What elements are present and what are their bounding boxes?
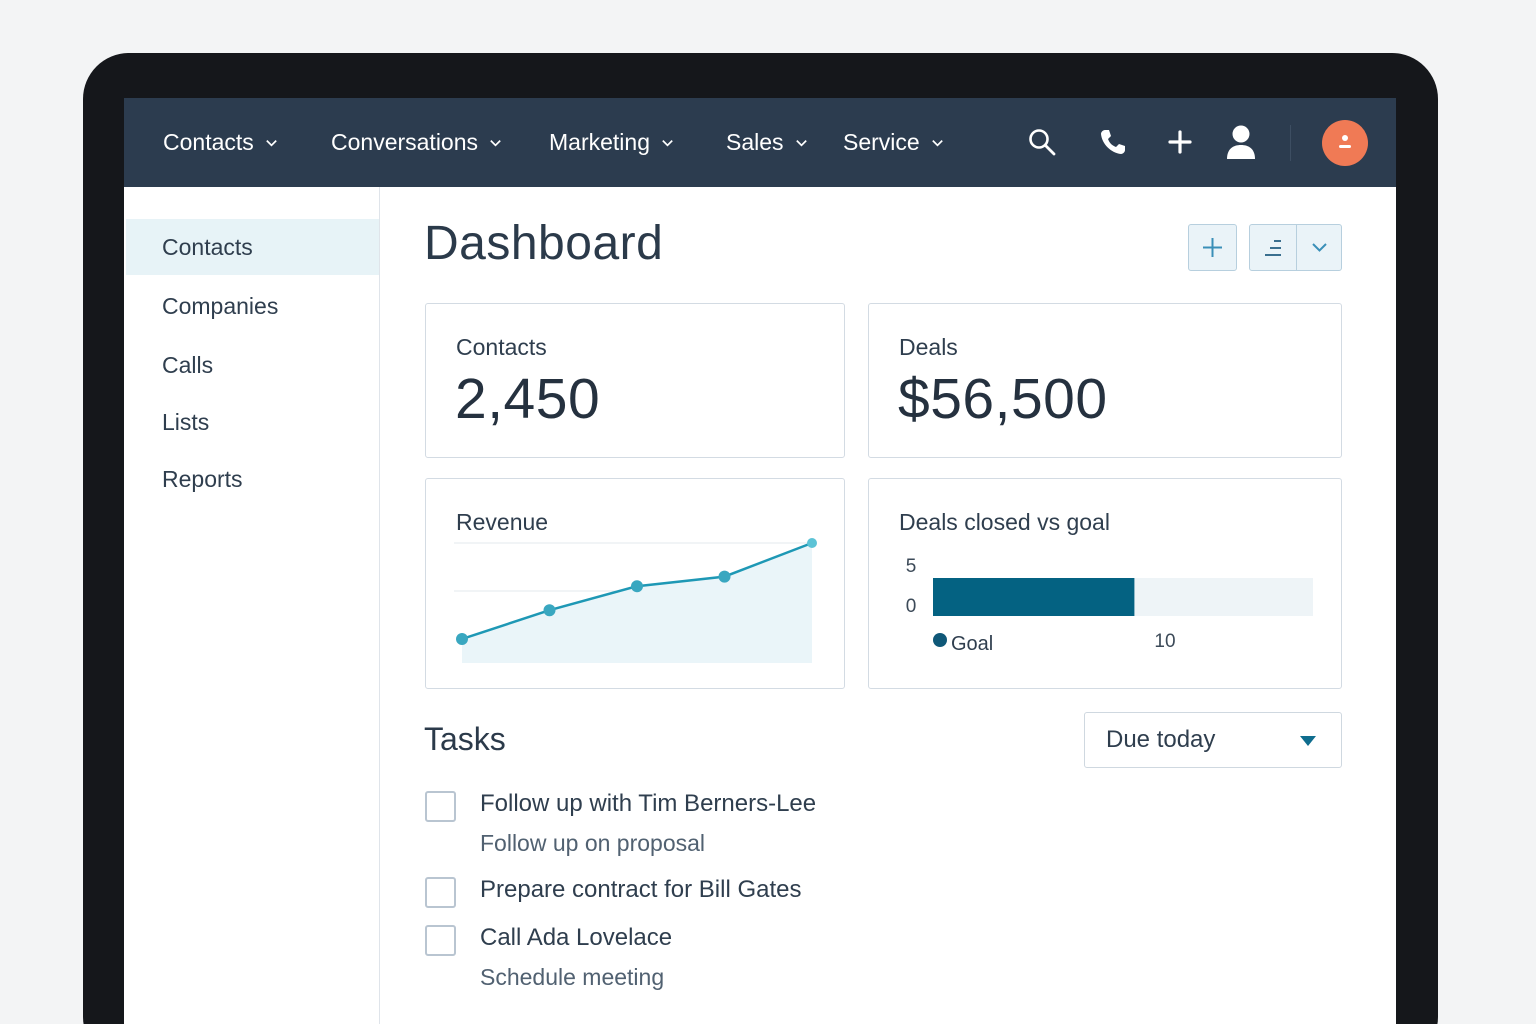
tick-label: 5 — [906, 556, 917, 577]
caret-down-icon — [1300, 736, 1316, 746]
revenue-data-point — [543, 604, 556, 617]
user-icon[interactable] — [1224, 124, 1258, 160]
tick-label: 0 — [906, 596, 917, 617]
nav-sales[interactable]: Sales — [726, 98, 809, 187]
sidebar-item-label: Reports — [162, 465, 243, 492]
chart-title: Revenue — [456, 509, 549, 535]
axis-value-label: 10 — [1154, 631, 1175, 652]
chevron-down-icon — [662, 140, 673, 147]
sidebar-item-label: Contacts — [162, 233, 253, 260]
task-title[interactable]: Call Ada Lovelace — [480, 924, 673, 951]
chart-title: Deals closed vs goal — [899, 509, 1110, 535]
contacts-count: 2,450 — [455, 367, 601, 431]
plus-icon — [1203, 238, 1222, 257]
sidebar-item-label: Companies — [162, 292, 279, 319]
revenue-data-point — [718, 570, 731, 583]
revenue-area — [462, 543, 812, 663]
chevron-down-icon — [265, 140, 277, 147]
revenue-data-point — [456, 633, 468, 645]
search-icon[interactable] — [1027, 127, 1057, 157]
task-title[interactable]: Follow up with Tim Berners-Lee — [480, 790, 817, 817]
task-checkbox[interactable] — [425, 925, 456, 956]
deals-goal-chart-card[interactable]: Deals closed vs goal 5 0 Goal 10 — [868, 478, 1342, 689]
contacts-stat-card[interactable]: Contacts 2,450 — [425, 303, 845, 458]
task-subtitle: Schedule meeting — [480, 964, 665, 990]
tasks-filter-value: Due today — [1106, 726, 1216, 753]
tasks-filter-select[interactable]: Due today — [1084, 712, 1342, 768]
deals-closed-bar — [933, 578, 1135, 616]
sidebar-item-contacts[interactable]: Contacts — [126, 219, 379, 275]
sidebar-item-reports[interactable]: Reports — [126, 451, 379, 507]
app-screen: Contacts Conversations Marketing Sales S… — [124, 98, 1396, 1024]
legend-goal-label: Goal — [951, 633, 993, 655]
chevron-down-icon — [931, 140, 943, 147]
task-checkbox[interactable] — [425, 877, 456, 908]
task-subtitle: Follow up on proposal — [480, 830, 706, 856]
dashboard-actions-split-button — [1249, 224, 1342, 271]
sidebar-item-calls[interactable]: Calls — [126, 337, 379, 393]
sidebar-item-lists[interactable]: Lists — [126, 394, 379, 450]
deals-amount: $56,500 — [898, 367, 1108, 431]
nav-service[interactable]: Service — [843, 98, 945, 187]
filter-button[interactable] — [1250, 225, 1296, 270]
avatar-person-icon — [1339, 135, 1351, 148]
card-label: Contacts — [456, 334, 547, 360]
page-title: Dashboard — [424, 217, 664, 270]
add-widget-button[interactable] — [1188, 224, 1237, 271]
split-divider — [1296, 225, 1297, 270]
revenue-line-chart — [454, 538, 817, 663]
nav-service-label: Service — [843, 129, 920, 155]
nav-conversations[interactable]: Conversations — [331, 98, 503, 187]
nav-sales-label: Sales — [726, 129, 784, 155]
sidebar: Contacts Companies Calls Lists Reports — [124, 187, 380, 1024]
tasks-title: Tasks — [424, 721, 506, 757]
chevron-down-icon — [1312, 243, 1327, 252]
sidebar-item-label: Calls — [162, 351, 214, 378]
deals-goal-bar-chart: 5 0 Goal 10 — [906, 556, 1313, 655]
revenue-data-point — [807, 538, 817, 548]
nav-contacts-label: Contacts — [163, 129, 254, 155]
legend-goal-marker — [933, 633, 947, 647]
card-label: Deals — [899, 334, 958, 360]
revenue-data-point — [631, 580, 643, 593]
filter-lines-icon — [1265, 240, 1281, 256]
chevron-down-icon — [490, 140, 501, 147]
deals-stat-card[interactable]: Deals $56,500 — [868, 303, 1342, 458]
nav-marketing-label: Marketing — [549, 129, 650, 155]
task-title[interactable]: Prepare contract for Bill Gates — [480, 876, 802, 903]
phone-icon[interactable] — [1098, 127, 1128, 157]
nav-divider — [1290, 125, 1291, 161]
top-navigation: Contacts Conversations Marketing Sales S… — [124, 98, 1396, 187]
actions-dropdown-button[interactable] — [1297, 225, 1342, 270]
task-checkbox[interactable] — [425, 791, 456, 822]
chevron-down-icon — [795, 140, 807, 147]
plus-icon[interactable] — [1165, 127, 1195, 157]
avatar[interactable] — [1322, 120, 1368, 166]
nav-marketing[interactable]: Marketing — [549, 98, 675, 187]
nav-contacts[interactable]: Contacts — [163, 98, 279, 187]
sidebar-item-label: Lists — [162, 408, 210, 435]
nav-conversations-label: Conversations — [331, 129, 479, 155]
sidebar-item-companies[interactable]: Companies — [126, 278, 379, 334]
revenue-chart-card[interactable]: Revenue — [425, 478, 845, 689]
